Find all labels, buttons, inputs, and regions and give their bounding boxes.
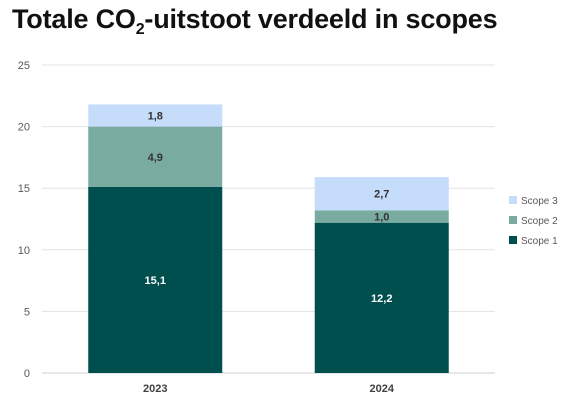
bar-segment xyxy=(88,186,223,373)
legend-label: Scope 3 xyxy=(521,196,558,207)
legend: Scope 3 Scope 2 Scope 1 xyxy=(509,196,558,247)
bars xyxy=(88,104,449,373)
y-axis-ticks: 0 5 10 15 20 25 xyxy=(18,60,30,380)
y-tick-label: 15 xyxy=(18,183,30,195)
y-tick-label: 25 xyxy=(18,60,30,72)
data-label: 12,2 xyxy=(371,293,392,305)
bar-segment xyxy=(314,210,449,223)
bar-segment xyxy=(314,177,449,211)
legend-swatch xyxy=(509,196,517,204)
data-label: 1,0 xyxy=(374,212,389,224)
legend-label: Scope 1 xyxy=(521,236,558,247)
y-tick-label: 0 xyxy=(24,368,30,380)
x-tick-label: 2023 xyxy=(143,383,167,395)
legend-swatch xyxy=(509,236,517,244)
legend-label: Scope 2 xyxy=(521,216,558,227)
data-label: 1,8 xyxy=(148,111,163,123)
data-label: 15,1 xyxy=(145,275,166,287)
legend-swatch xyxy=(509,216,517,224)
bar-segment xyxy=(314,222,449,373)
chart-title: Totale CO2-uitstoot verdeeld in scopes xyxy=(12,4,498,38)
bar-segment xyxy=(88,104,223,127)
data-labels: 15,1 4,9 1,8 12,2 1,0 2,7 xyxy=(145,111,393,305)
y-tick-label: 10 xyxy=(18,245,30,257)
y-tick-label: 5 xyxy=(24,306,30,318)
x-axis-labels: 2023 2024 xyxy=(143,383,395,395)
x-tick-label: 2024 xyxy=(370,383,395,395)
y-tick-label: 20 xyxy=(18,122,30,134)
bar-segment xyxy=(88,126,223,187)
data-label: 4,9 xyxy=(148,152,163,164)
data-label: 2,7 xyxy=(374,189,389,201)
